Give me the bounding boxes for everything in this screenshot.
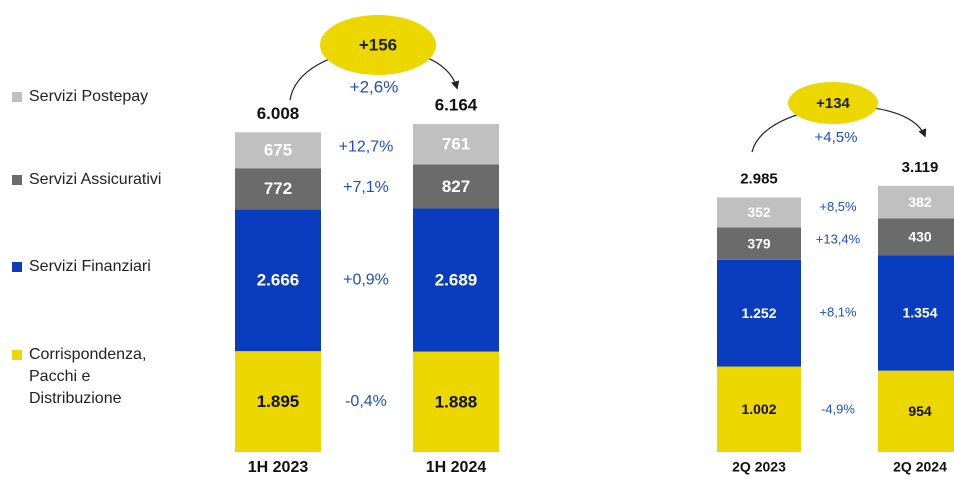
bar-segment: [878, 370, 954, 452]
bar-segment: [235, 168, 321, 210]
bar-segment: [235, 351, 321, 452]
legend-swatch: [12, 350, 22, 360]
x-tick-label: 2Q 2024: [893, 459, 947, 475]
segment-label: 761: [442, 135, 470, 154]
total-label: 6.164: [435, 95, 478, 114]
segment-label: 2.666: [257, 271, 300, 290]
legend-swatch: [12, 175, 22, 185]
bar-segment: [878, 218, 954, 256]
change-label: -0,4%: [345, 393, 387, 410]
segment-label: 1.888: [435, 392, 478, 411]
total-label: 2.985: [740, 170, 778, 187]
segment-label: 772: [264, 179, 292, 198]
segment-label: 1.252: [741, 305, 776, 321]
change-label: +12,7%: [339, 138, 394, 155]
segment-label: 379: [747, 235, 771, 251]
delta-label: +156: [359, 35, 397, 54]
segment-label: 430: [908, 229, 932, 245]
x-tick-label: 1H 2023: [248, 459, 309, 476]
total-label: 6.008: [257, 104, 300, 123]
legend-label: Servizi Assicurativi: [29, 171, 162, 188]
segment-label: 1.002: [741, 401, 776, 417]
bar-segment: [235, 132, 321, 169]
legend-label: Servizi Finanziari: [29, 258, 151, 275]
delta-badge: [320, 15, 436, 75]
bar-segment: [717, 366, 801, 452]
x-tick-label: 1H 2024: [426, 459, 487, 476]
segment-label: 1.895: [257, 392, 300, 411]
delta-label: +134: [816, 95, 850, 112]
total-label: 3.119: [902, 159, 939, 176]
change-label: +8,5%: [819, 199, 857, 214]
bar-segment: [413, 123, 499, 165]
delta-badge: [788, 82, 878, 124]
legend-label: Corrispondenza, Pacchi e Distribuzione: [29, 346, 147, 407]
legend-swatch: [12, 262, 22, 272]
change-label: +13,4%: [816, 232, 861, 247]
segment-label: 675: [264, 141, 292, 160]
delta-percent: +4,5%: [815, 129, 858, 146]
bar-segment: [717, 227, 801, 260]
legend-item: Corrispondenza, Pacchi e Distribuzione: [12, 344, 162, 410]
change-label: -4,9%: [821, 402, 855, 417]
segment-label: 827: [442, 177, 470, 196]
delta-percent: +2,6%: [350, 77, 399, 96]
bar-segment: [413, 208, 499, 352]
change-label: +0,9%: [343, 271, 389, 288]
segment-label: 1.354: [902, 305, 937, 321]
bar-segment: [413, 164, 499, 209]
bar-segment: [235, 209, 321, 352]
bar-segment: [878, 255, 954, 371]
legend-item: Servizi Postepay: [12, 86, 162, 108]
bar-segment: [413, 351, 499, 452]
segment-label: 954: [908, 403, 932, 419]
bar-segment: [717, 259, 801, 367]
segment-label: 2.689: [435, 270, 478, 289]
legend-label: Servizi Postepay: [29, 88, 149, 105]
bar-segment: [717, 197, 801, 228]
legend-item: Servizi Assicurativi: [12, 169, 162, 191]
segment-label: 352: [747, 204, 771, 220]
legend-item: Servizi Finanziari: [12, 256, 162, 278]
change-label: +8,1%: [819, 304, 857, 319]
legend-swatch: [12, 92, 22, 102]
x-tick-label: 2Q 2023: [732, 459, 786, 475]
segment-label: 382: [908, 194, 932, 210]
change-label: +7,1%: [343, 179, 389, 196]
bar-segment: [878, 185, 954, 219]
